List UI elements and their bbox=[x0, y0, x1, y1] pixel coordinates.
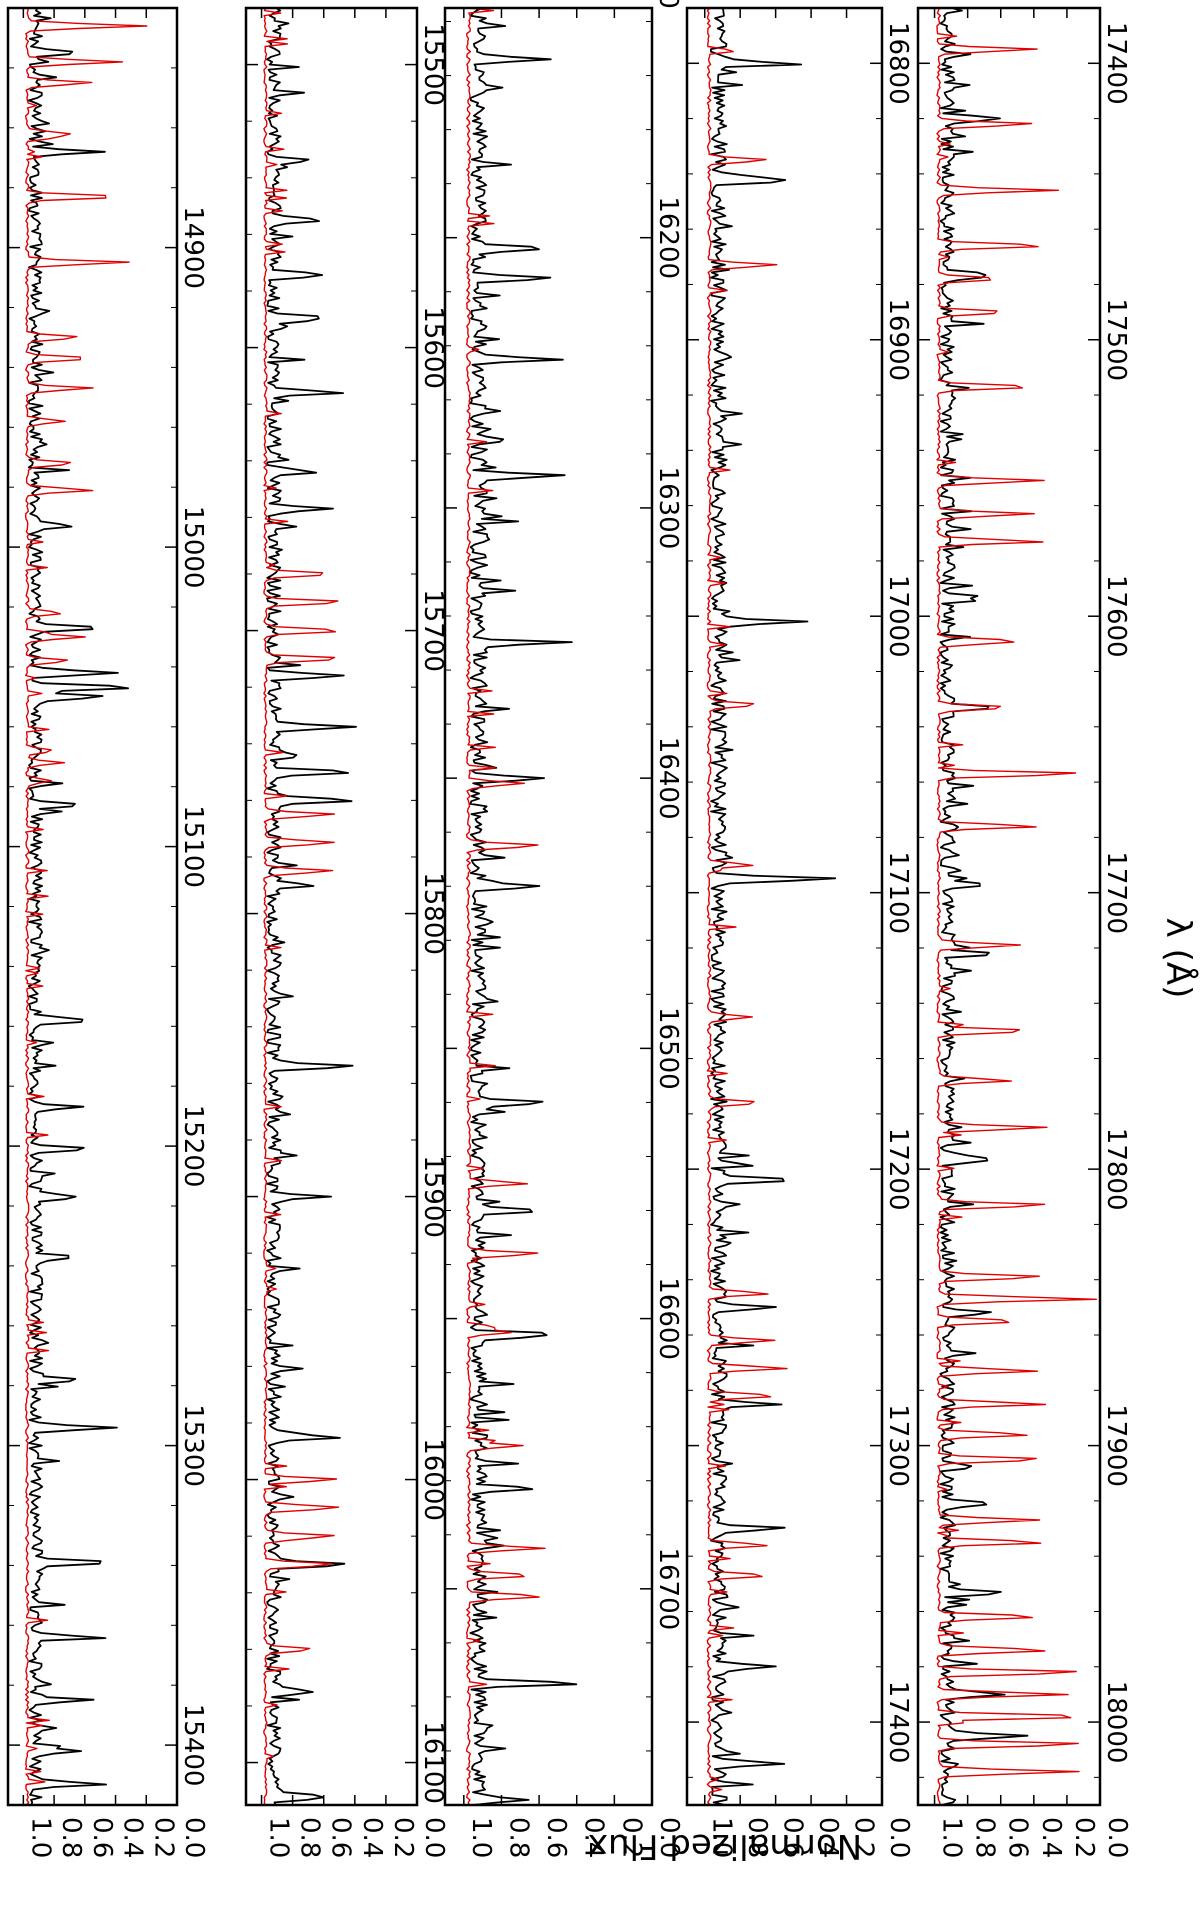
flux-tick-label: 0.2 bbox=[148, 1817, 178, 1858]
lambda-tick-label: 15300 bbox=[178, 1404, 208, 1487]
flux-tick-label: 0.2 bbox=[388, 1817, 418, 1858]
panel-4: 0.00.20.40.60.81.0 16800 16900 17000 17100 17… bbox=[685, 6, 914, 1858]
panel-2-frame bbox=[244, 6, 419, 1807]
lambda-tick-label: 17500 bbox=[1101, 298, 1131, 381]
lambda-tick-label: 15100 bbox=[178, 805, 208, 888]
flux-tick-label: 0.0 bbox=[884, 1817, 914, 1858]
series-observed-panel-3 bbox=[469, 8, 578, 1805]
flux-tick-label: 0.4 bbox=[813, 1817, 843, 1858]
series-model-panel-3 bbox=[465, 8, 546, 1805]
flux-tick-label: 1.0 bbox=[466, 1817, 496, 1858]
flux-tick-label: 0.4 bbox=[118, 1817, 148, 1858]
flux-tick-label: 0.6 bbox=[778, 1817, 808, 1858]
lambda-tick-label: 17200 bbox=[883, 1128, 913, 1211]
panel-3: 0.0 0.20.4 0.6 0.81.0 16100 16200 16300 16400 16… bbox=[443, 0, 684, 1858]
panels-root: 0.00.20.40.60.81.01490015000151001520015… bbox=[6, 0, 1132, 1858]
panel-2: 0.00.20.40.60.81.0 15500 15600 15700 15800 15… bbox=[244, 6, 449, 1858]
lambda-tick-label: 18000 bbox=[1101, 1681, 1131, 1764]
lambda-tick-label: 15600 bbox=[418, 306, 448, 389]
flux-tick-label: 0.8 bbox=[503, 1817, 533, 1858]
lambda-tick-label: 15200 bbox=[178, 1105, 208, 1188]
lambda-tick-label: 16000 bbox=[418, 1438, 448, 1521]
flux-tick-label: 0.6 bbox=[87, 1817, 117, 1858]
series-model-panel-2 bbox=[263, 8, 340, 1805]
lambda-tick-label: 16900 bbox=[883, 298, 913, 381]
lambda-tick-label: 16100 bbox=[418, 1721, 448, 1804]
lambda-tick-label: 16400 bbox=[653, 737, 683, 820]
flux-tick-label: 1.0 bbox=[937, 1817, 967, 1858]
y-axis-label: Normalized Flux bbox=[588, 1826, 862, 1866]
flux-tick-label: 0.4 bbox=[579, 1817, 609, 1858]
lambda-tick-label: 16200 bbox=[653, 196, 683, 279]
flux-tick-label: 0.0 bbox=[1102, 1817, 1132, 1858]
panel-5-traces bbox=[936, 8, 1098, 1805]
panel-1: 0.00.20.40.60.81.0 14900 15000 15100 15200 15… bbox=[6, 6, 209, 1858]
lambda-tick-label: 17700 bbox=[1101, 851, 1131, 934]
series-model-panel-1 bbox=[25, 8, 148, 1805]
flux-tick-label: 0.0 bbox=[419, 1817, 449, 1858]
series-observed-panel-4 bbox=[710, 8, 837, 1805]
lambda-tick-label: 16600 bbox=[653, 1277, 683, 1360]
panel-3-traces bbox=[465, 8, 578, 1805]
lambda-tick-label: 15800 bbox=[418, 872, 448, 955]
lambda-tick-label: 17400 bbox=[883, 1681, 913, 1764]
lambda-tick-label: 16800 bbox=[883, 22, 913, 105]
flux-tick-label: 0.8 bbox=[970, 1817, 1000, 1858]
series-model-panel-4 bbox=[706, 8, 788, 1805]
lambda-tick-label: 17900 bbox=[1101, 1404, 1131, 1487]
lambda-tick-label: 14900 bbox=[178, 206, 208, 289]
lambda-tick-label: 17300 bbox=[883, 1404, 913, 1487]
series-model-panel-5 bbox=[936, 8, 1098, 1805]
panel-4-frame bbox=[685, 6, 884, 1807]
flux-tick-label: 0.8 bbox=[56, 1817, 86, 1858]
lambda-tick-label: 17400 bbox=[1101, 22, 1131, 105]
lambda-tick-label: 15900 bbox=[418, 1155, 448, 1238]
lambda-tick-label: 16500 bbox=[653, 1007, 683, 1090]
flux-tick-label: 0.4 bbox=[357, 1817, 387, 1858]
series-observed-panel-2 bbox=[266, 8, 357, 1805]
panel-2-traces bbox=[263, 8, 357, 1805]
flux-tick-label: 0.2 bbox=[849, 1817, 879, 1858]
panel-5: 0.00.20.40.60.81.0 17400 17500 17600 17700 17… bbox=[916, 6, 1132, 1858]
flux-tick-label: 0.6 bbox=[326, 1817, 356, 1858]
lambda-tick-label: 15400 bbox=[178, 1704, 208, 1787]
lambda-tick-label: 15000 bbox=[178, 506, 208, 589]
lambda-tick-label: 15700 bbox=[418, 589, 448, 672]
panel-3-frame bbox=[443, 6, 654, 1807]
flux-tick-label: 0.0 bbox=[179, 1817, 209, 1858]
flux-tick-label: 0.2 bbox=[616, 1817, 646, 1858]
lambda-tick-label: 16300 bbox=[653, 467, 683, 550]
panel-1-traces bbox=[25, 8, 148, 1805]
x-axis-label: λ (Å) bbox=[1158, 918, 1199, 999]
lambda-tick-label: 17600 bbox=[1101, 575, 1131, 658]
flux-tick-label: 0.0 bbox=[654, 1817, 684, 1858]
flux-tick-label: 1.0 bbox=[707, 1817, 737, 1858]
flux-tick-label: 1.0 bbox=[264, 1817, 294, 1858]
lambda-tick-label: 16700 bbox=[653, 1547, 683, 1630]
flux-tick-label: 1.0 bbox=[25, 1817, 55, 1858]
flux-tick-label: 0.8 bbox=[295, 1817, 325, 1858]
lambda-tick-label: 17100 bbox=[883, 851, 913, 934]
flux-tick-label: 0.8 bbox=[742, 1817, 772, 1858]
flux-tick-label: 0.6 bbox=[1003, 1817, 1033, 1858]
lambda-tick-label: 17000 bbox=[883, 575, 913, 658]
lambda-tick-label: 16100 bbox=[653, 0, 683, 9]
flux-tick-label: 0.6 bbox=[541, 1817, 571, 1858]
panel-4-traces bbox=[706, 8, 837, 1805]
flux-tick-label: 0.4 bbox=[1036, 1817, 1066, 1858]
panel-5-frame bbox=[916, 6, 1102, 1807]
lambda-tick-label: 15500 bbox=[418, 23, 448, 106]
lambda-tick-label: 17800 bbox=[1101, 1128, 1131, 1211]
flux-tick-label: 0.2 bbox=[1069, 1817, 1099, 1858]
series-observed-panel-1 bbox=[27, 8, 130, 1805]
